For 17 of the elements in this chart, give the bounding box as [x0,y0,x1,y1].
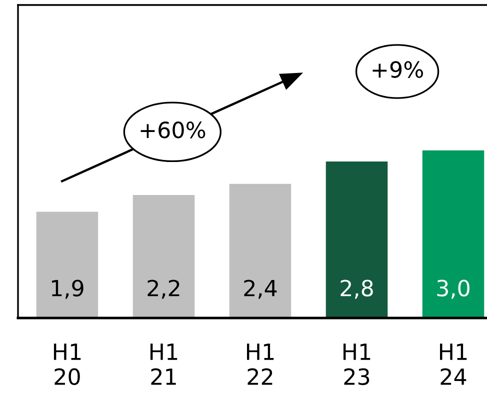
x-tick-label: H1 24 [440,344,467,385]
bar [36,212,98,318]
data-label: 2,4 [244,280,277,299]
x-tick-label: H1 20 [54,344,81,386]
bar [422,150,484,318]
annotation: +60% [140,122,206,138]
x-tick-label: H1 23 [344,344,370,386]
data-label: 3,0 [437,280,470,299]
bar [132,195,195,318]
x-tick-label: H1 21 [150,344,178,385]
bar [326,162,388,318]
data-label: 2,8 [340,280,373,299]
x-tick-label: H1 22 [247,344,274,385]
data-label: 2,2 [148,280,180,299]
bar [229,184,292,318]
annotation: +9% [372,61,423,78]
data-label: 1,9 [52,280,84,299]
